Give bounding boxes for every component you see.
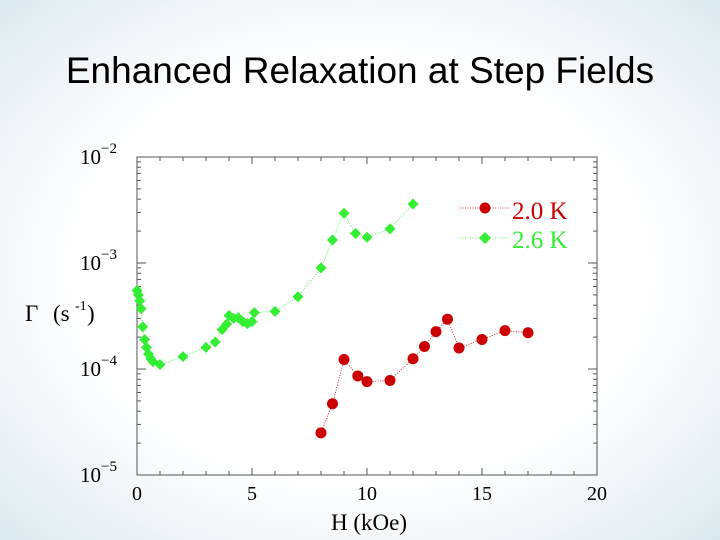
data-point-series-0-9: [442, 313, 453, 325]
data-point-series-1-3: [135, 303, 147, 315]
data-point-series-0-3: [352, 370, 364, 382]
data-point-series-0-8: [430, 326, 442, 338]
series-line-1: [136, 203, 414, 366]
y-axis-label-unit: (s: [53, 301, 70, 326]
data-point-series-1-2: [134, 295, 146, 307]
legend-box: [457, 188, 581, 262]
y-axis-label-exponent: -1: [75, 299, 87, 314]
data-point-series-1-30: [384, 223, 396, 235]
data-point-series-0-7: [419, 341, 430, 353]
data-point-series-0-12: [499, 325, 511, 337]
data-point-series-1-31: [407, 198, 419, 210]
legend: 2.0 K 2.6 K: [457, 188, 581, 262]
y-axis-label-close: ): [87, 301, 95, 326]
data-point-series-0-4: [361, 376, 373, 388]
y-tick-label: 10−4: [80, 353, 117, 381]
y-tick-label: 10−3: [80, 247, 117, 275]
x-tick-label: 5: [247, 483, 257, 505]
y-axis-label: Γ (s -1 ): [25, 299, 95, 326]
data-point-series-1-13: [209, 336, 221, 348]
y-axis-label-symbol: Γ: [25, 301, 38, 326]
data-point-series-0-2: [338, 353, 350, 365]
data-point-series-0-13: [522, 327, 534, 339]
data-point-series-1-10: [154, 359, 166, 371]
data-point-series-0-1: [327, 398, 338, 410]
data-point-series-1-21: [246, 316, 258, 328]
legend-label-2-6K: 2.6 K: [512, 227, 568, 254]
data-point-series-1-11: [177, 351, 189, 363]
data-point-series-0-10: [453, 342, 465, 354]
x-tick-label: 20: [587, 483, 607, 505]
data-point-series-1-12: [200, 341, 212, 353]
data-point-series-0-11: [476, 333, 488, 345]
slide-title: Enhanced Relaxation at Step Fields: [65, 50, 655, 91]
data-point-series-1-26: [327, 234, 338, 246]
data-point-series-1-5: [139, 333, 151, 345]
data-point-series-1-15: [221, 318, 233, 330]
legend-label-2-0K: 2.0 K: [512, 198, 568, 225]
data-point-series-1-4: [137, 321, 149, 333]
legend-marker-2-0K: [479, 202, 491, 214]
data-point-series-1-28: [350, 227, 361, 239]
series-marks: [131, 198, 534, 439]
data-point-series-0-0: [315, 427, 327, 439]
data-point-series-1-25: [315, 262, 327, 274]
x-tick-label: 15: [472, 483, 492, 505]
x-axis-label: H (kOe): [331, 510, 407, 535]
x-tick-label: 0: [132, 483, 142, 505]
data-point-series-0-6: [407, 353, 419, 365]
data-point-series-1-29: [361, 231, 373, 243]
legend-marker-2-6K: [479, 232, 491, 244]
x-tick-labels: 0 5 10 15 20: [132, 483, 607, 505]
y-tick-labels: 10−5 10−4 10−3 10−2: [80, 141, 117, 487]
data-point-series-0-5: [384, 374, 396, 386]
x-tick-label: 10: [357, 483, 377, 505]
data-point-series-1-22: [248, 307, 260, 319]
data-point-series-1-24: [292, 291, 304, 303]
y-tick-label: 10−5: [80, 459, 117, 487]
series-line-0: [320, 318, 529, 433]
data-point-series-1-23: [269, 305, 281, 317]
data-point-series-1-27: [338, 207, 350, 219]
y-tick-label: 10−2: [80, 141, 117, 169]
